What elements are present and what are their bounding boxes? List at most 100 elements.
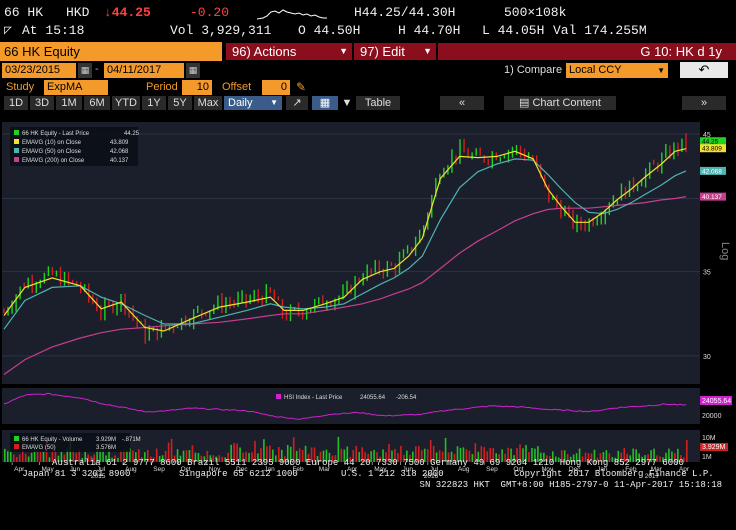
offset-field[interactable]: 0 [262, 80, 290, 95]
range-toolbar: 1D 3D 1M 6M YTD 1Y 5Y Max Daily ▼ ↗ ▦ ▼ … [0, 96, 736, 111]
volume-bar [557, 457, 560, 462]
frequency-select[interactable]: Daily ▼ [224, 96, 282, 110]
value-tag-text: 43.809 [702, 146, 722, 153]
value-tag [700, 192, 726, 201]
footer-contacts: Australia 61 2 9777 8600 Brazil 5511 239… [52, 458, 684, 468]
volume-bar [9, 451, 12, 462]
study-select[interactable]: ExpMA [44, 80, 108, 95]
volume-bar [349, 457, 352, 462]
volume-bar [659, 456, 661, 462]
legend-price-label: 66 HK Equity - Last Price [22, 131, 90, 137]
range-ytd[interactable]: YTD [112, 96, 140, 110]
range-1m[interactable]: 1M [56, 96, 82, 110]
volume-bar [129, 448, 131, 462]
candle-chart-icon[interactable]: ▦ [312, 96, 338, 110]
hsi-line [3, 392, 687, 420]
edit-button[interactable]: 97) Edit ▼ [354, 43, 436, 60]
range-max[interactable]: Max [194, 96, 222, 110]
volume-bar [650, 450, 652, 462]
range-1d[interactable]: 1D [4, 96, 28, 110]
volume-bar [260, 448, 262, 462]
volume-bar [412, 451, 414, 462]
x-tick-label: Mar [651, 466, 663, 473]
collapse-left-icon[interactable]: « [440, 96, 484, 110]
volume-bar [572, 454, 575, 462]
volume-bar [185, 450, 188, 462]
legend-box [10, 127, 138, 166]
calendar-icon[interactable]: ▦ [186, 63, 200, 78]
pencil-icon[interactable]: ✎ [296, 80, 307, 94]
volume-bar [653, 448, 655, 462]
actions-label: 96) Actions [232, 44, 297, 59]
actions-button[interactable]: 96) Actions ▼ [226, 43, 352, 60]
volume-bar [18, 454, 21, 462]
volume-bar [334, 455, 337, 462]
volume-bar [212, 455, 215, 462]
year-label: 2017 [645, 473, 660, 480]
graph-title: G 10: HK d 1y [438, 43, 736, 60]
range-1y[interactable]: 1Y [142, 96, 166, 110]
security-field[interactable]: 66 HK Equity [0, 42, 222, 61]
x-tick-label: Aug [458, 466, 470, 473]
volume-bar [203, 456, 206, 462]
volume-bar [155, 448, 158, 462]
volume-bar [444, 437, 447, 462]
volume-bar [251, 452, 253, 462]
expand-right-icon[interactable]: » [682, 96, 726, 110]
calendar-icon[interactable]: ▦ [78, 63, 92, 78]
volume-bar [295, 450, 298, 462]
volume-bar [301, 449, 304, 462]
volume-bar [584, 452, 587, 462]
range-5y[interactable]: 5Y [168, 96, 192, 110]
volume-bar [486, 451, 489, 462]
start-date-field[interactable]: 03/23/2015 [2, 63, 76, 78]
end-date-field[interactable]: 04/11/2017 [104, 63, 184, 78]
compare-select[interactable]: Local CCY ▼ [566, 63, 668, 78]
x-tick-label: May [374, 466, 387, 473]
volume-bar [6, 451, 9, 462]
volume-bar [292, 437, 295, 462]
legend-hsi-value: 24055.64 [360, 395, 386, 401]
volume-bar [191, 445, 194, 462]
volume-bar [406, 450, 408, 462]
hsi-axis-20000: 20000 [702, 413, 722, 420]
volume-bar [245, 451, 247, 462]
volume-bar [280, 449, 283, 462]
volume-bar [194, 452, 197, 462]
volume-bar [197, 452, 200, 462]
volume-bar [176, 449, 179, 462]
legend-hsi-label: HSI Index - Last Price [284, 395, 343, 401]
volume-bar [257, 453, 259, 462]
volume-bar [522, 448, 524, 462]
range-6m[interactable]: 6M [84, 96, 110, 110]
volume-bar [99, 450, 101, 462]
volume-bar [471, 454, 474, 462]
compare-label: 1) Compare [504, 64, 563, 76]
chart-canvas[interactable]: 30 35 45 66 HK Equity - Last Price 44.25 E… [0, 112, 736, 530]
volume-bar [614, 457, 617, 462]
volume-bar [495, 453, 497, 462]
volume-bar [140, 457, 143, 462]
table-button[interactable]: Table [356, 96, 400, 110]
volume-bar [626, 453, 629, 462]
volume-bar [474, 443, 477, 462]
date-range-bar: 03/23/2015 ▦ - 04/11/2017 ▦ 1) Compare L… [0, 62, 736, 79]
chart-content-button[interactable]: ▤ Chart Content [504, 96, 616, 110]
footer-session: SN 322823 HKT GMT+8:00 H185-2797-0 11-Ap… [419, 480, 722, 490]
volume-bar [221, 456, 224, 462]
legend-price-value: 44.25 [124, 131, 140, 137]
ticker-currency: HKD [66, 5, 90, 20]
chevron-down-icon[interactable]: ▼ [340, 96, 354, 110]
line-chart-icon[interactable]: ↗ [286, 96, 308, 110]
legend-volume-value: 3.929M [96, 437, 116, 443]
volume-bar [453, 453, 456, 462]
volume-bar [236, 443, 238, 462]
volume-bar [123, 449, 125, 462]
range-3d[interactable]: 3D [30, 96, 54, 110]
back-arrow-icon[interactable]: ↶ [680, 62, 728, 78]
volume-bar [507, 447, 509, 462]
period-field[interactable]: 10 [182, 80, 212, 95]
y-tick-label: 30 [703, 354, 711, 361]
value-stat: Val 174.255M [553, 23, 647, 38]
volume-bar [438, 450, 441, 462]
